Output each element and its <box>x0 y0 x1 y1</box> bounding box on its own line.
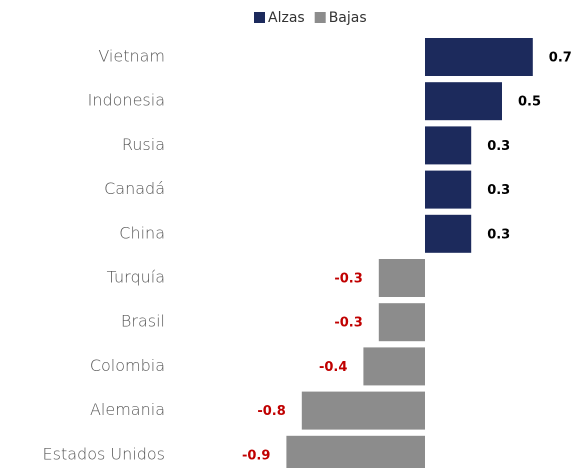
category-label: Turquía <box>107 268 165 287</box>
legend-label: Bajas <box>329 10 367 26</box>
bar <box>425 126 472 165</box>
category-label: Rusia <box>122 135 165 154</box>
category-label: Colombia <box>90 356 165 375</box>
category-label: Brasil <box>121 312 165 331</box>
data-label: -0.4 <box>319 360 347 375</box>
category-label: Vietnam <box>98 47 165 66</box>
data-label: -0.9 <box>242 448 270 463</box>
legend-label: Alzas <box>268 10 305 26</box>
data-label: -0.3 <box>334 272 362 287</box>
data-label: -0.8 <box>257 404 285 419</box>
bar <box>425 82 502 121</box>
bar <box>425 38 533 76</box>
legend-swatch <box>314 12 326 23</box>
data-label: 0.3 <box>487 139 510 154</box>
data-label: 0.7 <box>549 51 572 66</box>
bar <box>286 435 425 468</box>
data-label: 0.3 <box>487 183 510 198</box>
bar <box>301 391 425 430</box>
category-label: China <box>119 223 165 242</box>
bar <box>378 259 425 297</box>
data-label: 0.3 <box>487 227 510 242</box>
category-label: Estados Unidos <box>43 444 165 463</box>
bar <box>378 303 425 342</box>
legend-swatch <box>254 12 265 23</box>
category-label: Canadá <box>104 179 165 198</box>
bar <box>425 170 472 209</box>
category-label: Alemania <box>90 400 165 419</box>
bar <box>363 347 425 386</box>
bar <box>425 214 472 253</box>
data-label: -0.3 <box>334 316 362 331</box>
data-label: 0.5 <box>518 95 541 110</box>
category-label: Indonesia <box>88 91 165 110</box>
